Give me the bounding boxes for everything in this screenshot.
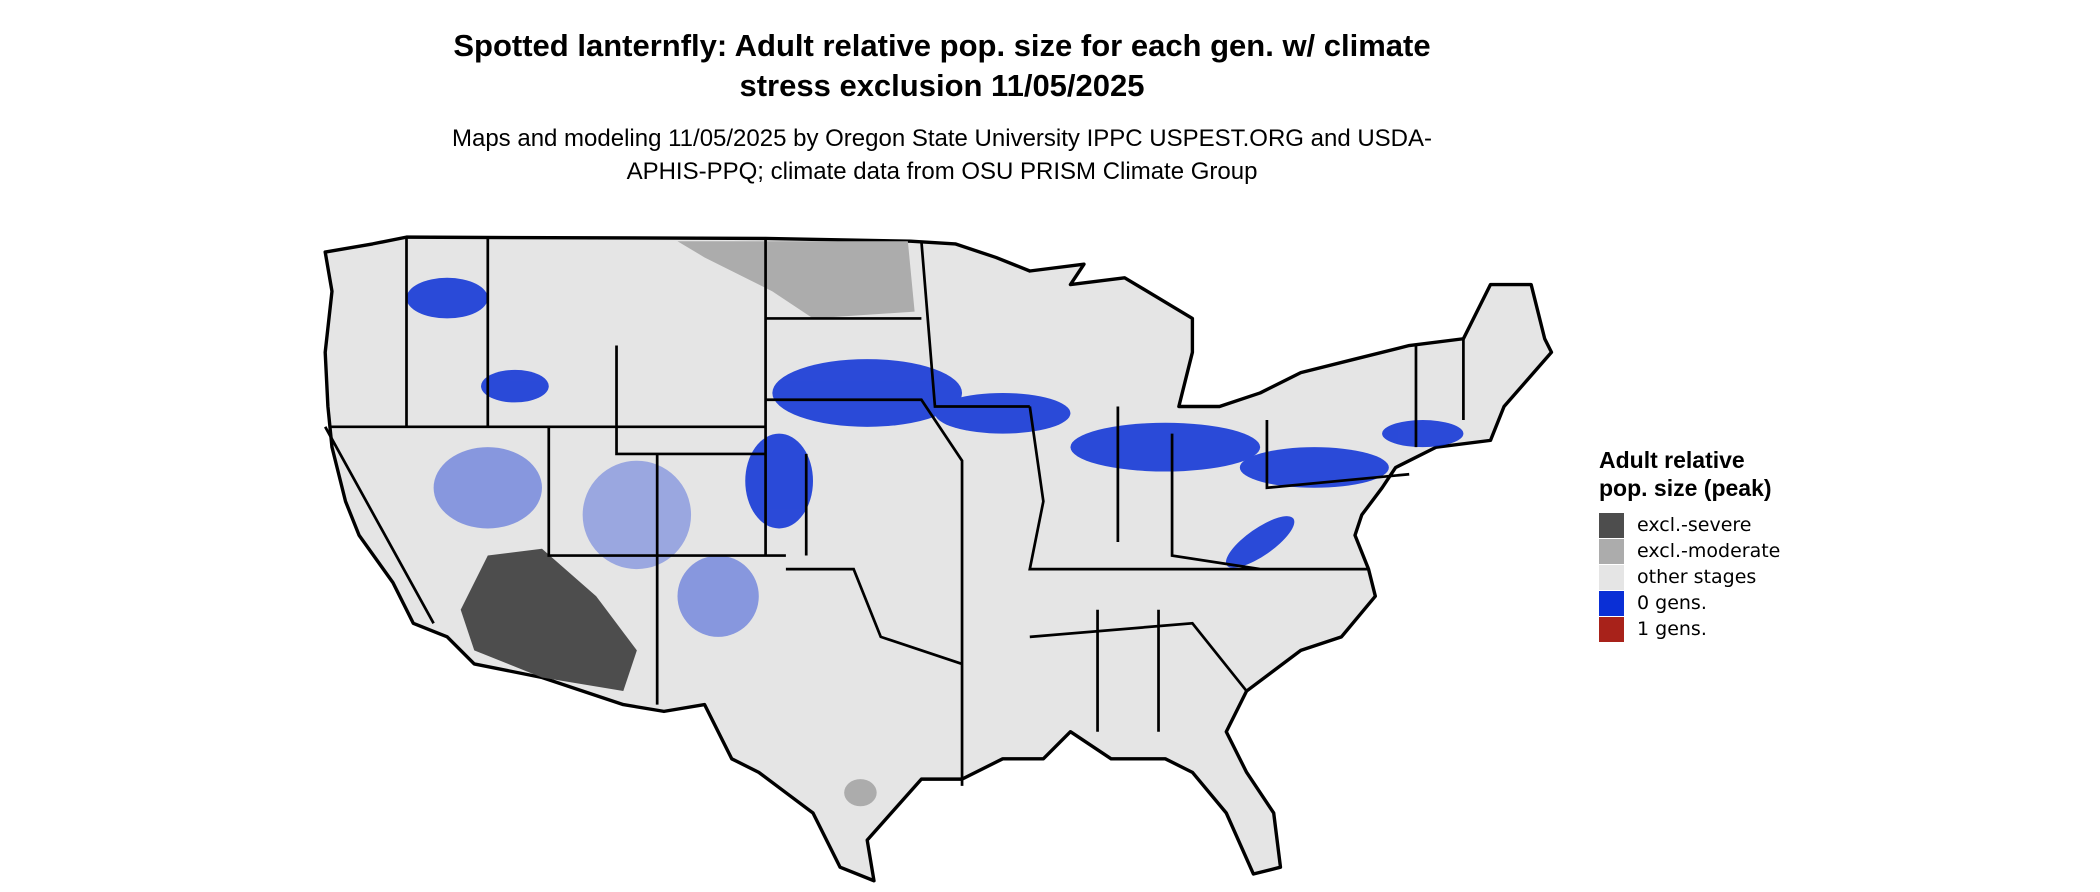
legend-item: 1 gens. <box>1599 616 1839 642</box>
legend-label: excl.-moderate <box>1637 540 1781 562</box>
legend: Adult relative pop. size (peak) excl.-se… <box>1599 446 1839 642</box>
legend-label: excl.-severe <box>1637 514 1752 536</box>
legend-label: 1 gens. <box>1637 618 1707 640</box>
legend-swatch <box>1599 538 1624 564</box>
subtitle: Maps and modeling 11/05/2025 by Oregon S… <box>451 125 1433 185</box>
legend-item: excl.-moderate <box>1599 538 1839 564</box>
population-areas <box>406 277 1464 637</box>
legend-label: other stages <box>1637 566 1757 588</box>
legend-item: other stages <box>1599 564 1839 590</box>
legend-swatch <box>1599 590 1624 616</box>
state-borders <box>324 237 1465 786</box>
title: Spotted lanternfly: Adult relative pop. … <box>453 28 1431 103</box>
legend-item: 0 gens. <box>1599 590 1839 616</box>
us-outline <box>323 235 1554 883</box>
legend-swatch <box>1599 564 1624 590</box>
legend-label: 0 gens. <box>1637 592 1707 614</box>
map-body <box>323 235 1554 883</box>
legend-item: excl.-severe <box>1599 512 1839 538</box>
legend-swatch <box>1599 616 1624 642</box>
legend-items: excl.-severe excl.-moderate other stages 0 … <box>1599 512 1839 642</box>
legend-title: Adult relative pop. size (peak) <box>1599 447 1772 501</box>
excluded-areas <box>460 241 915 807</box>
legend-swatch <box>1599 512 1624 538</box>
